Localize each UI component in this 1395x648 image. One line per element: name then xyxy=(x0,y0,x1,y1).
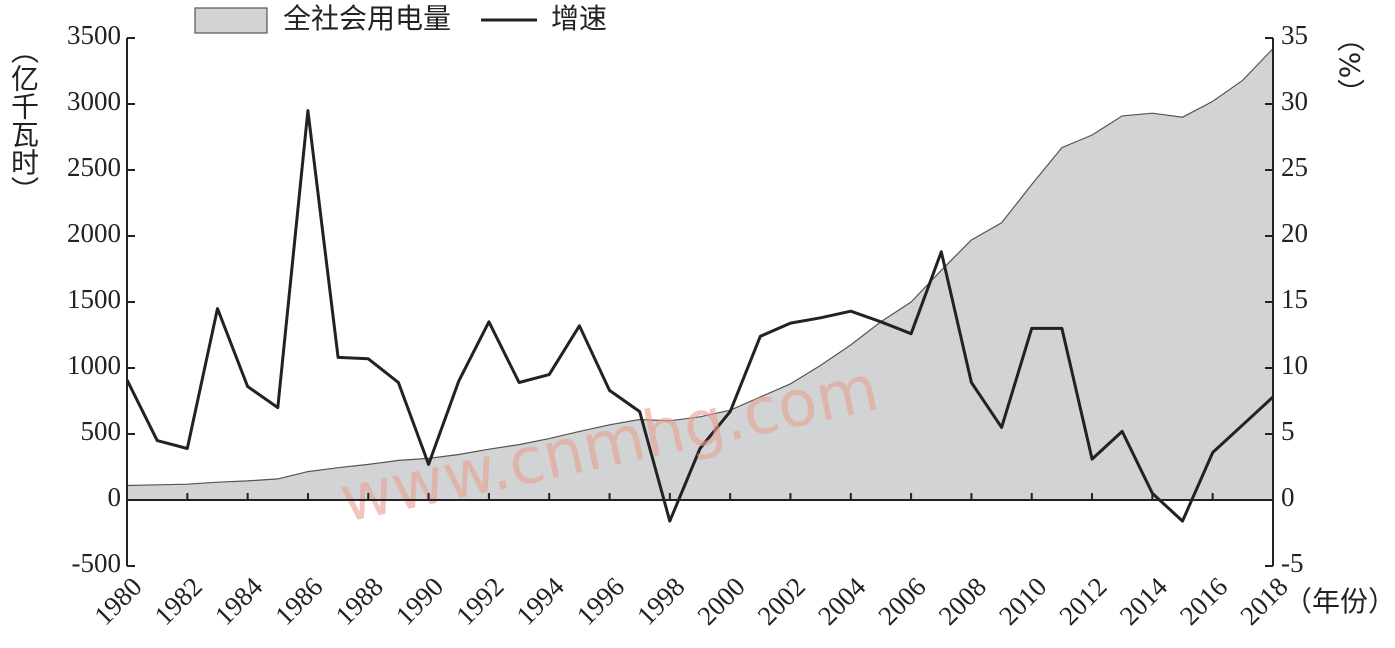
x-tick-label: 2010 xyxy=(993,571,1052,630)
x-tick-label: 2004 xyxy=(812,571,872,631)
legend-swatch xyxy=(194,7,268,34)
y-tick-label: 2500 xyxy=(67,152,121,182)
x-tick-label: 1994 xyxy=(510,571,570,631)
x-tick-label: 1990 xyxy=(390,571,449,630)
x-tick-label: 2012 xyxy=(1053,571,1112,630)
y2-tick-label: 5 xyxy=(1281,416,1295,446)
x-tick-label: 2014 xyxy=(1114,571,1174,631)
y2-tick-label: 25 xyxy=(1281,152,1308,182)
x-tick-label: 2008 xyxy=(933,571,992,630)
x-tick-label: 1998 xyxy=(631,571,690,630)
x-tick-label: 2016 xyxy=(1174,571,1233,630)
x-tick-label: 2018 xyxy=(1234,571,1293,630)
y-tick-label: 500 xyxy=(81,416,122,446)
legend-label: 全社会用电量 xyxy=(283,2,451,35)
y2-tick-label: 0 xyxy=(1281,482,1295,512)
line xyxy=(125,109,1275,523)
y2-tick-label: 20 xyxy=(1281,218,1308,248)
y2-tick-label: 30 xyxy=(1281,86,1308,116)
y2-tick-label: -5 xyxy=(1281,548,1304,578)
x-tick-label: 1984 xyxy=(209,571,269,631)
y-tick-label: 3000 xyxy=(67,86,121,116)
y-tick-label: 1000 xyxy=(67,350,121,380)
y2-tick-label: 15 xyxy=(1281,284,1308,314)
area xyxy=(126,47,1274,501)
x-tick-label: 2006 xyxy=(872,571,931,630)
x-tick-label: 1982 xyxy=(149,571,208,630)
y-tick-label: 0 xyxy=(108,482,122,512)
x-tick-label: 1996 xyxy=(571,571,630,630)
y2-tick-label: 35 xyxy=(1281,20,1308,50)
y2-axis-label: （%） xyxy=(1333,24,1366,107)
y-tick-label: 3500 xyxy=(67,20,121,50)
y-tick-label: -500 xyxy=(72,548,122,578)
y-axis-label: （亿千瓦时） xyxy=(7,36,40,204)
x-tick-label: 1988 xyxy=(329,571,388,630)
y-tick-label: 1500 xyxy=(67,284,121,314)
x-tick-label: 2002 xyxy=(752,571,811,630)
x-tick-label: 1992 xyxy=(450,571,509,630)
y-tick-label: 2000 xyxy=(67,218,121,248)
x-axis-label: （年份） xyxy=(1284,585,1395,618)
x-tick-label: 2000 xyxy=(691,571,750,630)
x-tick-label: 1986 xyxy=(269,571,328,630)
y2-tick-label: 10 xyxy=(1281,350,1308,380)
x-tick-label: 1980 xyxy=(88,571,147,630)
legend-label: 增速 xyxy=(551,2,607,35)
